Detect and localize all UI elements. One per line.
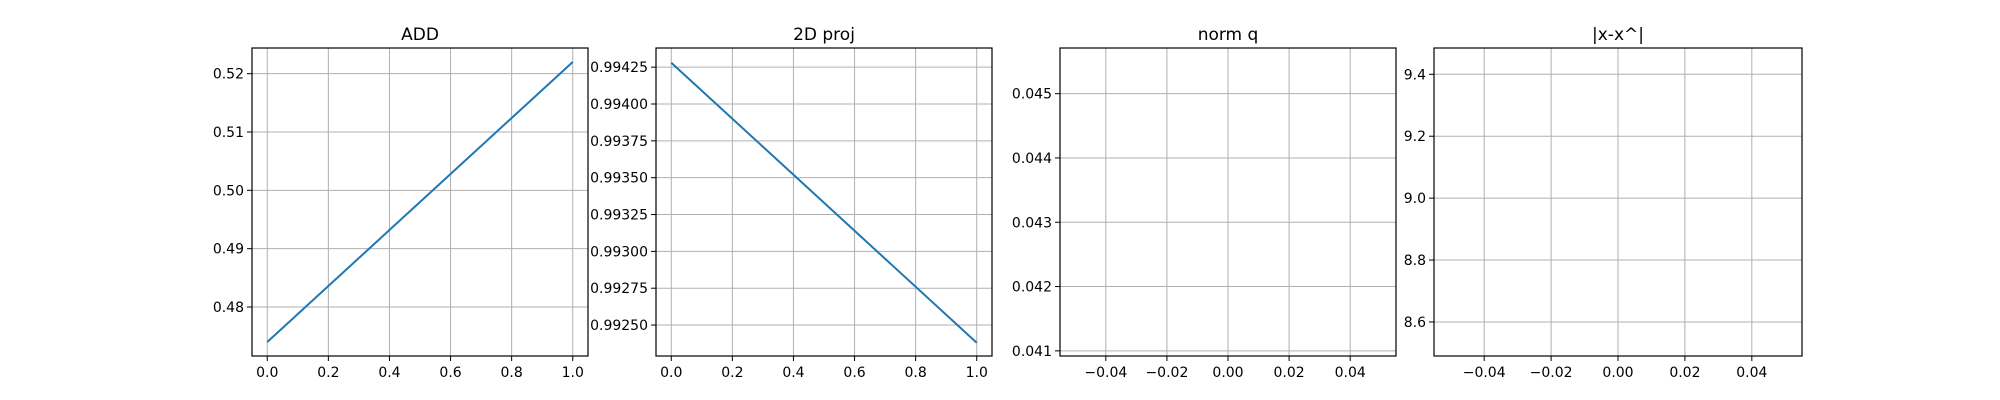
axes-frame [251, 47, 589, 357]
x-tick-label: 0.0 [256, 365, 278, 381]
x-tick-label: 0.04 [1335, 365, 1366, 381]
x-tick-label: 0.4 [782, 365, 804, 381]
y-tick-label: 8.8 [1404, 253, 1426, 269]
x-tick-label: 0.0 [660, 365, 682, 381]
x-tick-label: −0.04 [1463, 365, 1506, 381]
y-tick-label: 0.99300 [590, 244, 648, 260]
subplot-3: −0.04 −0.02 0.00 0.02 0.04 0.041 0.042 0.043 0.0… [1012, 25, 1397, 381]
y-tick-label: 0.99325 [590, 208, 648, 224]
subplot-title: 2D proj [793, 25, 855, 45]
y-tick-label: 9.0 [1404, 191, 1426, 207]
x-tick-label: 0.02 [1669, 365, 1700, 381]
y-tick-label: 0.044 [1012, 151, 1052, 167]
x-tick-label: −0.02 [1145, 365, 1188, 381]
y-tick-label: 0.49 [213, 242, 244, 258]
series-line [670, 62, 978, 344]
x-tick-label: 0.00 [1602, 365, 1633, 381]
x-tick-label: −0.02 [1530, 365, 1573, 381]
x-tick-label: 0.4 [378, 365, 400, 381]
subplot-4: −0.04 −0.02 0.00 0.02 0.04 8.6 8.8 9.0 9.2 9.4 |x-… [1404, 25, 1803, 381]
y-tick-label: 8.6 [1404, 315, 1426, 331]
y-tick-label: 0.045 [1012, 87, 1052, 103]
x-tick-label: 1.0 [562, 365, 584, 381]
y-tick-label: 0.99425 [590, 60, 648, 76]
x-tick-label: 1.0 [966, 365, 988, 381]
y-tick-label: 0.043 [1012, 215, 1052, 231]
x-tick-label: 0.8 [905, 365, 927, 381]
y-tick-label: 0.52 [213, 67, 244, 83]
x-tick-label: 0.8 [501, 365, 523, 381]
x-tick-label: 0.2 [721, 365, 743, 381]
subplot-title: |x-x^| [1592, 25, 1644, 45]
subplot-2: 0.0 0.2 0.4 0.6 0.8 1.0 0.99250 0.99275 0.99300 0… [590, 25, 993, 381]
y-tick-label: 9.4 [1404, 67, 1426, 83]
y-tick-label: 0.99250 [590, 318, 648, 334]
x-tick-label: 0.2 [317, 365, 339, 381]
y-tick-label: 0.50 [213, 183, 244, 199]
y-tick-label: 0.99275 [590, 281, 648, 297]
x-tick-label: −0.04 [1084, 365, 1127, 381]
series-line [266, 61, 574, 343]
y-tick-label: 0.99400 [590, 97, 648, 113]
y-tick-label: 0.042 [1012, 280, 1052, 296]
y-tick-label: 9.2 [1404, 129, 1426, 145]
x-tick-label: 0.6 [843, 365, 865, 381]
x-tick-label: 0.04 [1736, 365, 1767, 381]
subplot-title: ADD [401, 25, 439, 45]
x-tick-label: 0.00 [1212, 365, 1243, 381]
x-tick-label: 0.02 [1274, 365, 1305, 381]
y-tick-label: 0.99375 [590, 134, 648, 150]
subplot-1: 0.0 0.2 0.4 0.6 0.8 1.0 0.48 0.49 0.50 0.51 0.52 AD… [213, 25, 589, 381]
y-tick-label: 0.99350 [590, 171, 648, 187]
subplot-title: norm q [1198, 25, 1259, 45]
axes-frame [655, 47, 993, 357]
y-tick-label: 0.041 [1012, 344, 1052, 360]
x-tick-label: 0.6 [439, 365, 461, 381]
y-tick-label: 0.51 [213, 125, 244, 141]
y-tick-label: 0.48 [213, 300, 244, 316]
